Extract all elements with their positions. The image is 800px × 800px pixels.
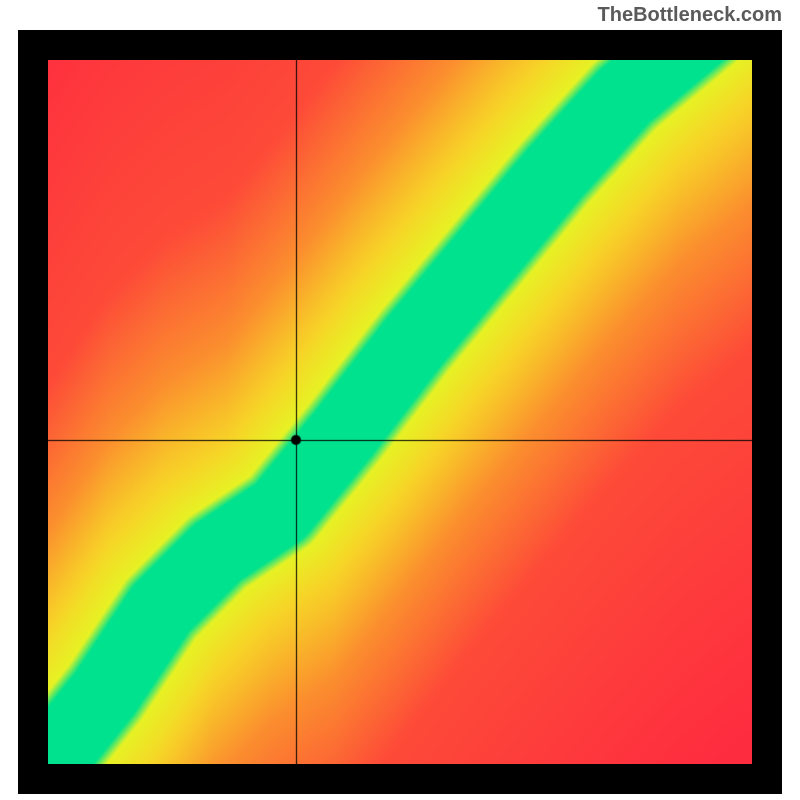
heatmap-canvas: [48, 60, 752, 764]
watermark: TheBottleneck.com: [598, 4, 782, 27]
heatmap-plot: [48, 60, 752, 764]
